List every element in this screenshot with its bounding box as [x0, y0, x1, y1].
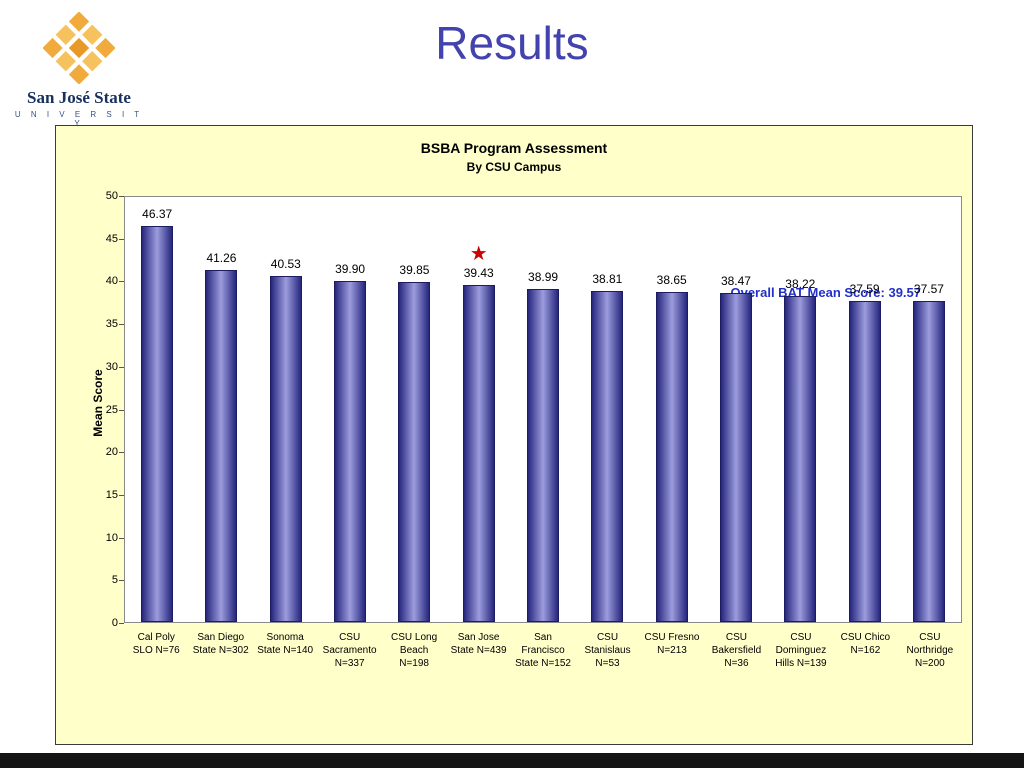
- x-axis-label: Sonoma State N=140: [257, 632, 314, 656]
- page-title: Results: [435, 17, 589, 69]
- bar-value-label: 41.26: [206, 250, 237, 265]
- bar: [655, 291, 688, 622]
- sjsu-logo: San José State U N I V E R S I T Y: [14, 12, 144, 128]
- x-axis-label: CSU Stanislaus N=53: [584, 632, 631, 669]
- bar: [462, 285, 495, 622]
- x-axis-label: San Jose State N=439: [450, 632, 507, 656]
- plot-area: Overall BAT Mean Score: 39.57 46.37 41.26…: [124, 196, 962, 623]
- bar-value-label: 40.53: [270, 256, 301, 271]
- bar-value-label: 39.90: [335, 262, 366, 277]
- bar: [591, 290, 624, 622]
- bar: [334, 281, 367, 622]
- bar-column: 37.57: [897, 197, 961, 622]
- x-axis-label: CSU Dominguez Hills N=139: [775, 632, 827, 669]
- bar: [784, 295, 817, 622]
- bar-value-label: 38.81: [592, 271, 623, 286]
- bar-column: 38.81: [575, 197, 639, 622]
- bar-value-label: 38.99: [528, 270, 559, 285]
- bar-value-label: 37.59: [849, 281, 880, 296]
- y-tick-label: 20: [105, 446, 118, 459]
- y-tick-mark: [119, 580, 124, 582]
- bar: [848, 300, 881, 622]
- bar: [269, 275, 302, 622]
- bars-container: 46.37 41.26 40.53 39.90 39.85 39.43 ★ 38.99 38.8…: [125, 197, 961, 622]
- bar-column: 37.59: [832, 197, 896, 622]
- bar: [205, 269, 238, 622]
- y-tick-label: 45: [105, 232, 118, 245]
- bar-value-label: 39.43: [463, 266, 494, 281]
- bar-column: 40.53: [254, 197, 318, 622]
- x-axis-label: CSU Fresno N=213: [644, 632, 700, 656]
- diamond-logo-icon: [43, 12, 115, 84]
- y-tick-mark: [119, 409, 124, 411]
- bar-value-label: 39.85: [399, 262, 430, 277]
- bar-column: 38.22: [768, 197, 832, 622]
- x-axis-label: CSU Northridge N=200: [906, 632, 954, 669]
- bar-value-label: 46.37: [142, 207, 173, 222]
- y-tick-mark: [119, 537, 124, 539]
- y-tick-label: 15: [105, 488, 118, 501]
- bar-column: 38.99: [511, 197, 575, 622]
- y-tick-label: 10: [105, 531, 118, 544]
- logo-name: San José State: [27, 88, 131, 107]
- annotation-overall-mean: Overall BAT Mean Score: 39.57: [730, 285, 921, 300]
- y-tick-mark: [119, 238, 124, 240]
- y-tick-mark: [119, 623, 124, 624]
- y-tick-mark: [119, 366, 124, 368]
- bar-value-label: 37.57: [913, 282, 944, 297]
- x-axis-label: CSU Sacramento N=337: [322, 632, 377, 669]
- highlight-star-icon: ★: [469, 243, 488, 266]
- x-axis-labels: Cal Poly SLO N=76 San Diego State N=302 So…: [124, 631, 962, 670]
- bottom-border-bar: [0, 753, 1024, 768]
- x-axis-label: San Francisco State N=152: [515, 632, 571, 669]
- bar-column: 41.26: [189, 197, 253, 622]
- y-tick-mark: [119, 324, 124, 326]
- y-tick-label: 5: [111, 574, 118, 587]
- bar-column: 39.85: [382, 197, 446, 622]
- y-tick-label: 50: [105, 190, 118, 202]
- bar: [912, 301, 945, 622]
- y-tick-label: 40: [105, 275, 118, 288]
- logo-subtitle: U N I V E R S I T Y: [14, 110, 144, 128]
- bar-value-label: 38.22: [785, 276, 816, 291]
- bar-value-label: 38.47: [720, 274, 751, 289]
- x-axis-label: CSU Bakersfield N=36: [711, 632, 762, 669]
- chart-subtitle: By CSU Campus: [466, 160, 562, 174]
- y-tick-label: 25: [105, 403, 118, 416]
- y-tick-mark: [119, 281, 124, 283]
- y-tick-mark: [119, 196, 124, 197]
- x-axis-label: Cal Poly SLO N=76: [132, 632, 180, 656]
- bar-column: 46.37: [125, 197, 189, 622]
- bar-column: 38.47: [704, 197, 768, 622]
- bar: [719, 293, 752, 622]
- bar-value-label: 38.65: [656, 272, 687, 287]
- x-axis-label: CSU Long Beach N=198: [391, 632, 438, 669]
- bar: [141, 226, 174, 622]
- bar-column: 39.90: [318, 197, 382, 622]
- bar: [398, 281, 431, 622]
- chart-title: BSBA Program Assessment: [420, 140, 608, 156]
- x-axis-label: San Diego State N=302: [192, 632, 249, 656]
- chart-panel: BSBA Program Assessment By CSU Campus Me…: [55, 125, 973, 745]
- y-tick-mark: [119, 494, 124, 496]
- y-tick-label: 30: [105, 360, 118, 373]
- bar-column: 38.65: [640, 197, 704, 622]
- y-tick-mark: [119, 452, 124, 454]
- y-tick-label: 0: [111, 617, 118, 629]
- bar: [527, 289, 560, 622]
- bar-column: 39.43 ★: [447, 197, 511, 622]
- y-tick-label: 35: [105, 318, 118, 331]
- x-axis-label: CSU Chico N=162: [840, 632, 891, 656]
